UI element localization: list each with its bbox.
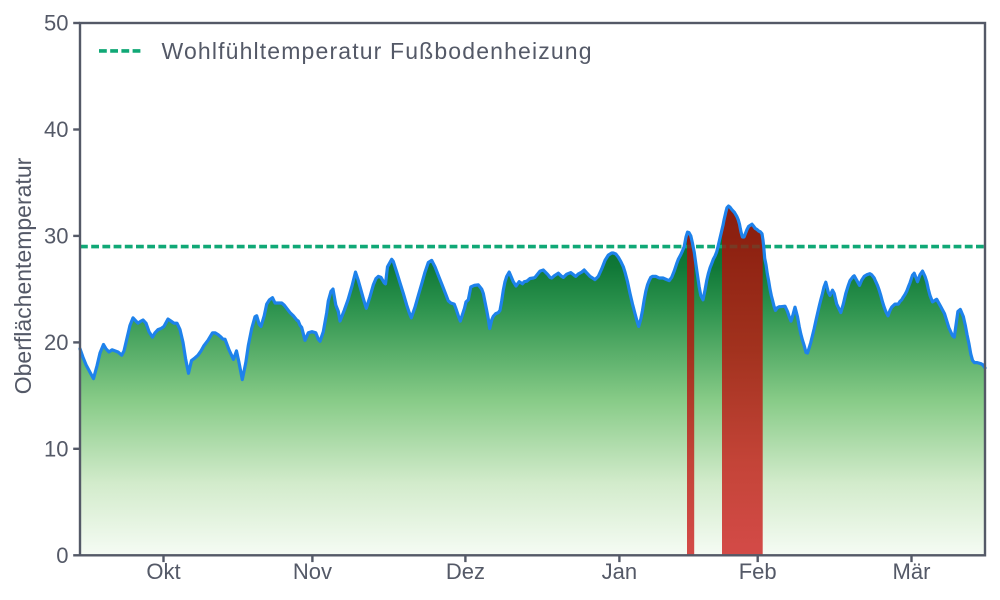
svg-text:50: 50	[44, 11, 68, 36]
svg-text:Mär: Mär	[893, 559, 931, 584]
svg-text:Jan: Jan	[602, 559, 637, 584]
svg-text:40: 40	[44, 117, 68, 142]
svg-text:Feb: Feb	[739, 559, 777, 584]
svg-text:Nov: Nov	[293, 559, 332, 584]
svg-text:30: 30	[44, 224, 68, 249]
svg-text:Dez: Dez	[446, 559, 485, 584]
svg-text:Okt: Okt	[146, 559, 180, 584]
svg-text:Oberflächentemperatur: Oberflächentemperatur	[10, 157, 36, 394]
svg-text:0: 0	[56, 543, 68, 568]
svg-text:10: 10	[44, 437, 68, 462]
svg-text:Wohlfühltemperatur Fußbodenhei: Wohlfühltemperatur Fußbodenheizung	[162, 38, 593, 64]
svg-text:20: 20	[44, 330, 68, 355]
